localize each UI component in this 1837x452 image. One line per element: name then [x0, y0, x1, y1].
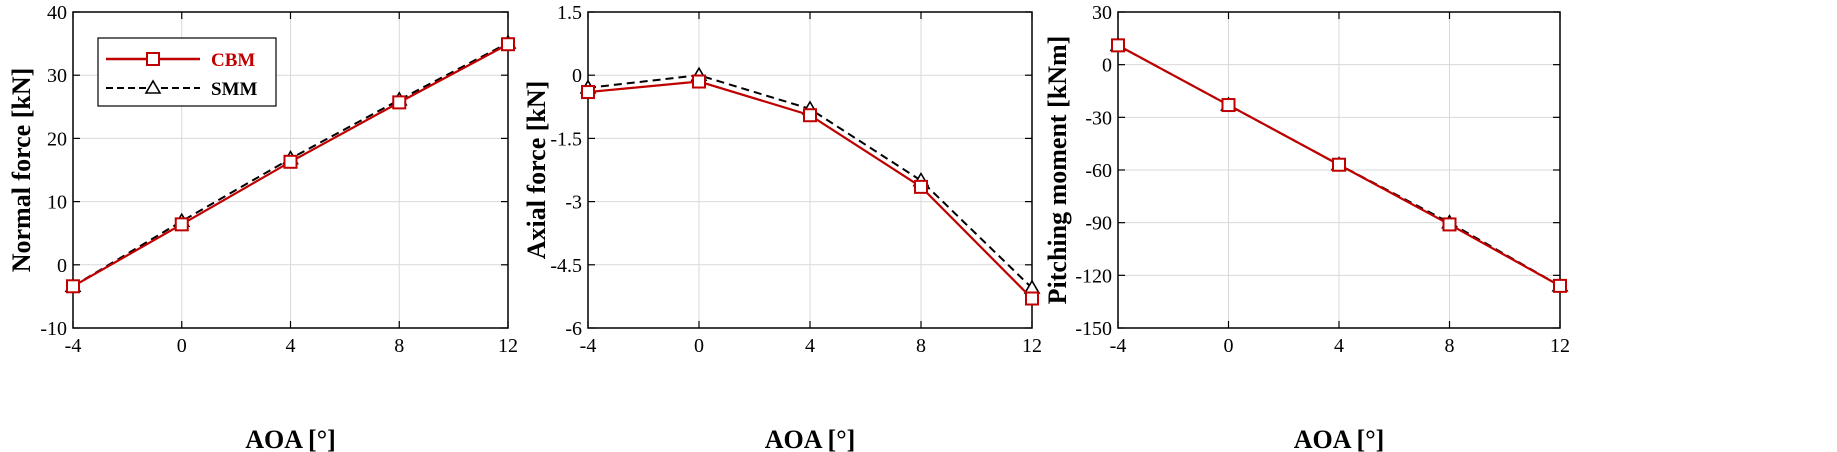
y-tick-label: 30 [1092, 2, 1112, 24]
data-point-cbm [914, 179, 928, 194]
y-tick-label: 30 [47, 65, 67, 87]
y-tick-label: 1.5 [557, 2, 582, 24]
x-tick-label: -4 [580, 335, 597, 357]
y-tick-label: 0 [1102, 55, 1112, 77]
y-axis-label: Pitching moment [kNm] [1043, 36, 1072, 305]
x-tick-label: 4 [1334, 335, 1344, 357]
y-tick-label: -1.5 [550, 128, 582, 150]
x-tick-label: 4 [805, 335, 815, 357]
legend-label-cbm: CBM [211, 50, 255, 71]
x-tick-label: 12 [1022, 335, 1042, 357]
legend-marker-smm [144, 79, 162, 94]
data-point-cbm [1111, 38, 1125, 53]
x-tick-label: -4 [1110, 335, 1127, 357]
y-tick-label: -90 [1085, 213, 1112, 235]
x-tick-label: 8 [916, 335, 926, 357]
data-point-cbm [1025, 291, 1039, 306]
y-axis-label: Normal force [kN] [7, 68, 36, 273]
data-point-cbm [501, 37, 515, 52]
chart-panel-3: -4 0 4 8 12 -150 -120 -90 -60 -30 0 30 AOA [°] Pitchi… [1043, 2, 1570, 452]
y-tick-label: 20 [47, 128, 67, 150]
y-tick-label: -6 [565, 318, 582, 340]
y-tick-label: 10 [47, 192, 67, 214]
data-point-cbm [1332, 157, 1346, 172]
y-tick-label: -3 [565, 192, 582, 214]
x-tick-label: 0 [694, 335, 704, 357]
y-tick-label: -150 [1075, 318, 1112, 340]
x-tick-label: 4 [286, 335, 296, 357]
x-tick-label: 0 [177, 335, 187, 357]
y-tick-label: -60 [1085, 160, 1112, 182]
y-axis-label: Axial force [kN] [522, 81, 551, 260]
y-tick-label: -10 [40, 318, 67, 340]
data-point-cbm [803, 108, 817, 123]
x-axis-label: AOA [°] [765, 425, 856, 452]
data-point-cbm [392, 95, 407, 110]
x-tick-label: 8 [1445, 335, 1455, 357]
x-tick-label: -4 [65, 335, 82, 357]
legend-box [97, 37, 277, 107]
legend: CBM SMM [97, 37, 277, 107]
y-tick-label: 40 [47, 2, 67, 24]
x-tick-label: 12 [1550, 335, 1570, 357]
x-axis-label: AOA [°] [1294, 425, 1385, 452]
chart-panel-1: -4 0 4 8 12 -10 0 10 20 30 40 AOA [°] Normal force [… [7, 2, 518, 452]
chart-panel-2: -4 0 4 8 12 -6 -4.5 -3 -1.5 0 1.5 AOA [°] Axial forc… [522, 2, 1042, 452]
y-tick-label: 0 [57, 255, 67, 277]
data-point-cbm [1221, 98, 1236, 113]
x-tick-label: 12 [498, 335, 518, 357]
y-tick-label: -120 [1075, 265, 1112, 287]
data-point-cbm [1442, 217, 1457, 232]
legend-label-smm: SMM [211, 79, 258, 100]
data-point-cbm [692, 74, 706, 89]
x-tick-label: 8 [394, 335, 404, 357]
y-tick-label: -30 [1085, 107, 1112, 129]
y-tick-label: -4.5 [550, 255, 582, 277]
data-point-cbm [174, 217, 189, 232]
data-point-cbm [66, 279, 80, 294]
legend-marker-cbm [146, 52, 160, 66]
data-point-cbm [581, 85, 595, 100]
x-tick-label: 0 [1224, 335, 1234, 357]
x-axis-label: AOA [°] [245, 425, 336, 452]
data-point-cbm [283, 154, 298, 169]
data-point-cbm [1553, 278, 1567, 293]
y-tick-label: 0 [572, 65, 582, 87]
